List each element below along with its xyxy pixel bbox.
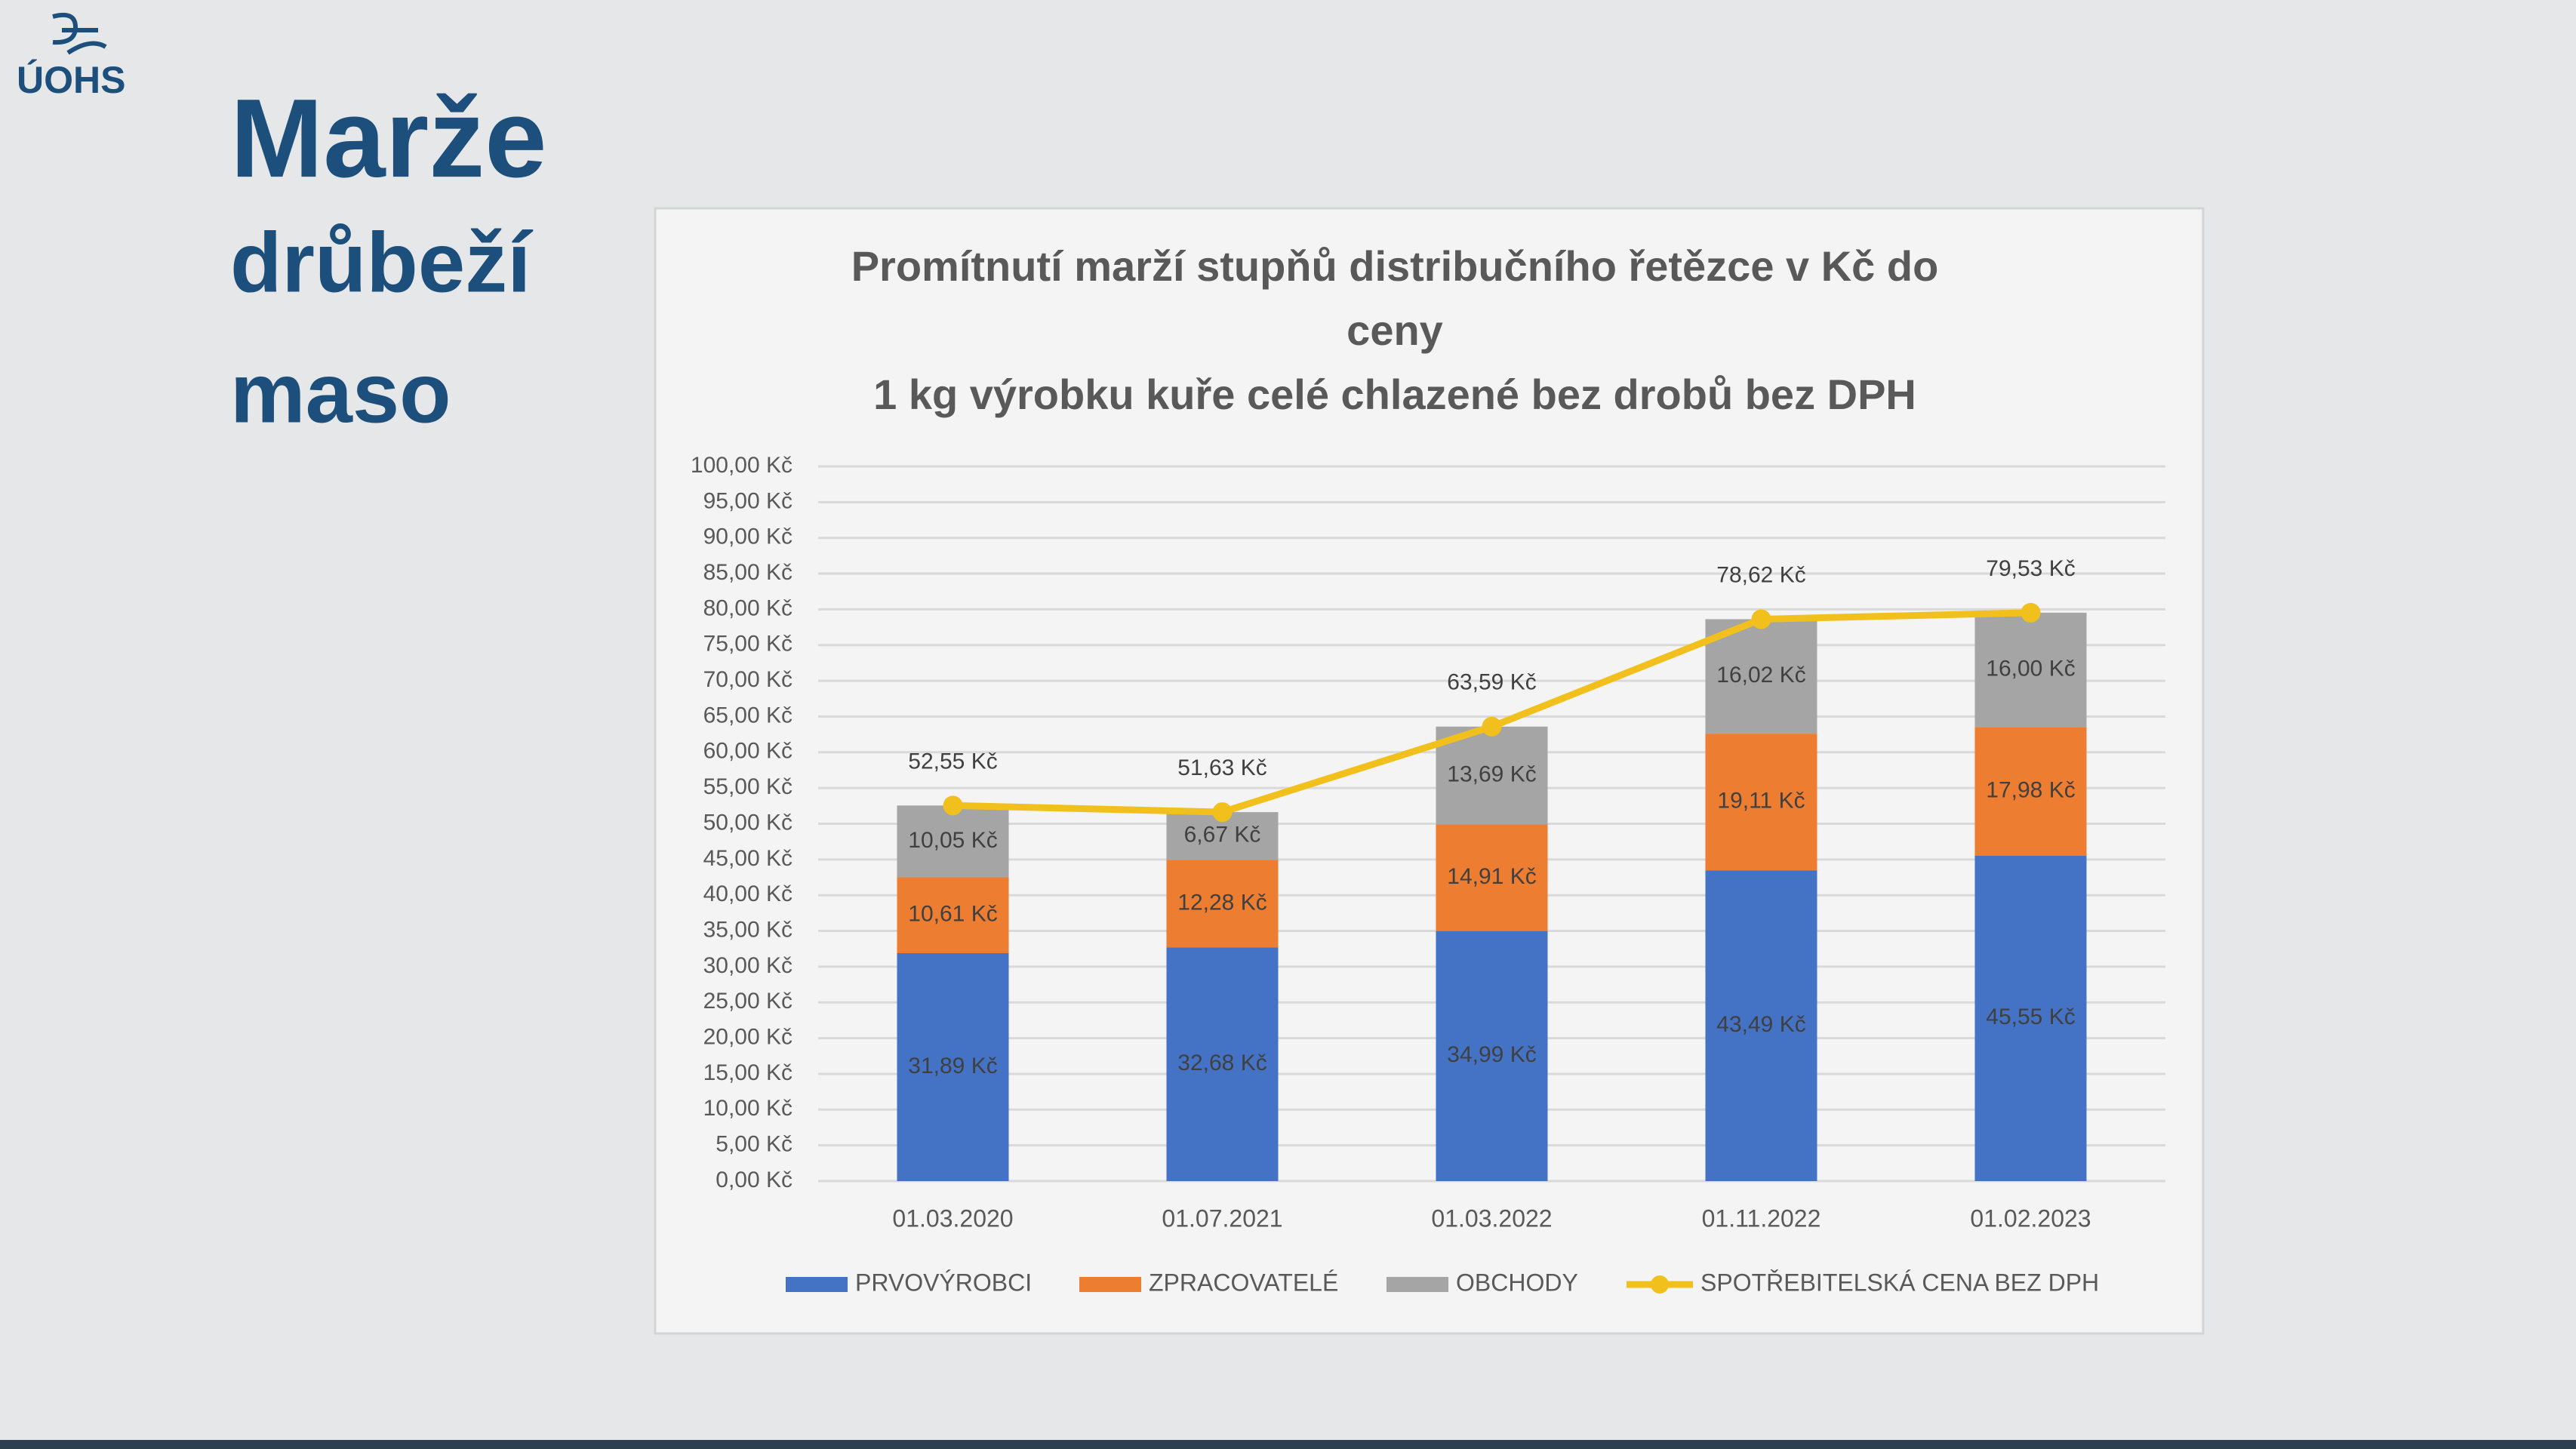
- data-label: 16,00 Kč: [1986, 657, 2075, 681]
- data-label: 31,89 Kč: [908, 1054, 997, 1078]
- line-marker: [943, 795, 963, 816]
- data-label: 6,67 Kč: [1184, 823, 1261, 848]
- bar-segment: [1166, 947, 1279, 1181]
- line-marker: [2020, 602, 2041, 623]
- chart-title: 1 kg výrobku kuře celé chlazené bez drob…: [873, 371, 1916, 418]
- y-tick-label: 90,00 Kč: [703, 525, 792, 549]
- data-label: 32,68 Kč: [1177, 1051, 1266, 1075]
- bar-segment: [1705, 734, 1817, 871]
- bar-segment: [897, 877, 1009, 954]
- y-tick-label: 50,00 Kč: [703, 810, 792, 835]
- heading: maso: [230, 346, 451, 441]
- logo-text: ÚOHS: [17, 59, 125, 101]
- data-label: 43,49 Kč: [1716, 1012, 1805, 1037]
- chart-title: Promítnutí marží stupňů distribučního ře…: [851, 242, 1939, 290]
- line-marker: [1482, 716, 1502, 737]
- line-marker: [1751, 609, 1771, 629]
- bar-segment: [1974, 727, 2087, 856]
- y-tick-label: 75,00 Kč: [703, 632, 792, 657]
- bar-segment: [1436, 824, 1548, 931]
- data-label: 12,28 Kč: [1177, 890, 1266, 915]
- y-tick-label: 100,00 Kč: [691, 453, 792, 478]
- bar-segment: [1705, 619, 1817, 734]
- bar-segment: [1974, 612, 2087, 728]
- data-label: 51,63 Kč: [1177, 755, 1266, 780]
- data-label: 45,55 Kč: [1986, 1004, 2075, 1029]
- x-tick-label: 01.02.2023: [1970, 1204, 2091, 1232]
- x-tick-label: 01.07.2021: [1162, 1204, 1282, 1232]
- y-tick-label: 45,00 Kč: [703, 846, 792, 871]
- data-label: 79,53 Kč: [1986, 556, 2075, 581]
- bar-segment: [1436, 931, 1548, 1181]
- data-label: 10,05 Kč: [908, 828, 997, 853]
- logo-symbol: [52, 12, 107, 55]
- bar-segment: [1705, 870, 1817, 1181]
- legend-label: OBCHODY: [1456, 1269, 1578, 1296]
- data-label: 10,61 Kč: [908, 902, 997, 927]
- data-label: 63,59 Kč: [1447, 670, 1536, 695]
- y-tick-label: 10,00 Kč: [703, 1096, 792, 1121]
- y-tick-label: 35,00 Kč: [703, 917, 792, 942]
- y-tick-label: 85,00 Kč: [703, 560, 792, 585]
- data-label: 14,91 Kč: [1447, 864, 1536, 889]
- y-tick-label: 60,00 Kč: [703, 739, 792, 764]
- x-tick-label: 01.11.2022: [1702, 1204, 1821, 1232]
- bar-segment: [1974, 855, 2087, 1181]
- x-tick-label: 01.03.2020: [892, 1204, 1013, 1232]
- y-tick-label: 55,00 Kč: [703, 774, 792, 799]
- bottom-bar: [0, 1440, 2576, 1449]
- legend-swatch: [1386, 1277, 1448, 1292]
- y-tick-label: 30,00 Kč: [703, 953, 792, 978]
- y-tick-label: 80,00 Kč: [703, 595, 792, 620]
- data-label: 13,69 Kč: [1447, 762, 1536, 787]
- data-label: 78,62 Kč: [1716, 562, 1805, 587]
- y-tick-label: 5,00 Kč: [716, 1132, 792, 1157]
- y-tick-label: 40,00 Kč: [703, 881, 792, 906]
- y-tick-label: 20,00 Kč: [703, 1025, 792, 1050]
- legend-swatch: [786, 1277, 848, 1292]
- chart-title: ceny: [1346, 306, 1443, 354]
- data-label: 16,02 Kč: [1716, 663, 1805, 688]
- heading: Marže: [230, 76, 547, 201]
- y-tick-label: 25,00 Kč: [703, 989, 792, 1014]
- legend-label: ZPRACOVATELÉ: [1149, 1269, 1338, 1296]
- data-label: 17,98 Kč: [1986, 777, 2075, 802]
- y-tick-label: 70,00 Kč: [703, 667, 792, 692]
- data-label: 34,99 Kč: [1447, 1042, 1536, 1067]
- line-marker: [1212, 802, 1233, 823]
- y-tick-label: 65,00 Kč: [703, 703, 792, 728]
- heading: drůbeží: [230, 216, 534, 310]
- x-tick-label: 01.03.2022: [1431, 1204, 1552, 1232]
- y-tick-label: 15,00 Kč: [703, 1060, 792, 1085]
- legend-swatch: [1651, 1275, 1669, 1294]
- y-tick-label: 95,00 Kč: [703, 488, 792, 513]
- bar-segment: [897, 805, 1009, 878]
- legend-label: PRVOVÝROBCI: [855, 1269, 1032, 1296]
- data-label: 19,11 Kč: [1717, 789, 1805, 814]
- data-label: 52,55 Kč: [908, 749, 997, 774]
- bar-segment: [897, 953, 1009, 1181]
- bar-segment: [1166, 860, 1279, 948]
- bar-segment: [1436, 726, 1548, 825]
- legend-swatch: [1079, 1277, 1141, 1292]
- legend-label: SPOTŘEBITELSKÁ CENA BEZ DPH: [1700, 1269, 2099, 1296]
- y-tick-label: 0,00 Kč: [716, 1168, 792, 1192]
